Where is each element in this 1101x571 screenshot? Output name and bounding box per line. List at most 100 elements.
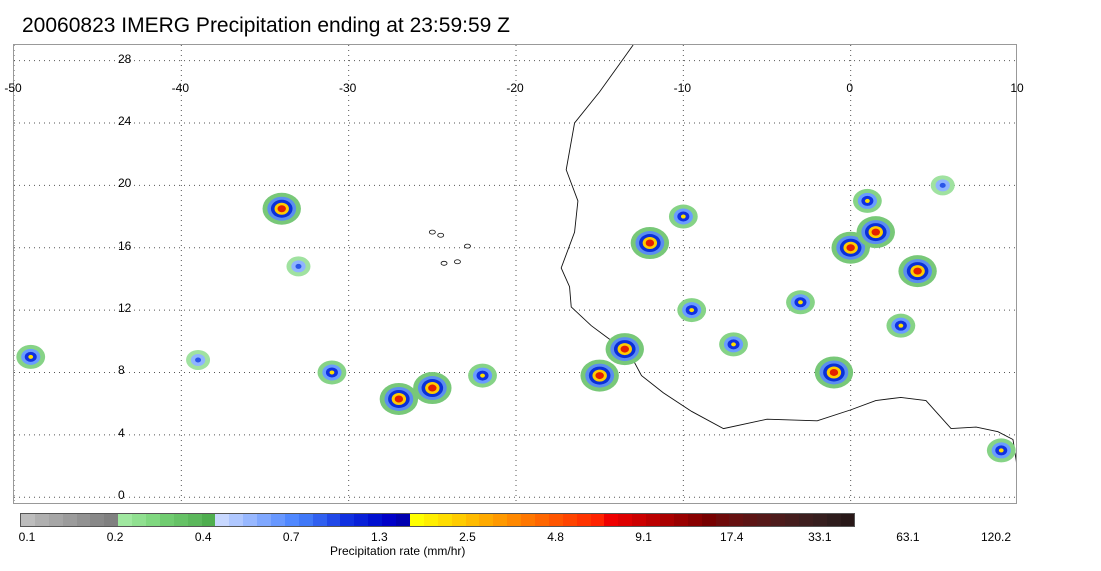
lat-label: 16 <box>118 238 132 253</box>
precip-cell <box>680 214 686 219</box>
colorbar-swatch <box>312 514 327 526</box>
colorbar-tick-label: 0.1 <box>18 530 36 544</box>
colorbar-swatch <box>146 514 160 526</box>
colorbar-swatch <box>451 514 466 526</box>
colorbar-swatch <box>104 514 119 526</box>
colorbar-tick-label: 33.1 <box>808 530 832 544</box>
precip-cell <box>998 448 1004 453</box>
precip-cell <box>731 342 736 347</box>
colorbar-swatch <box>368 514 383 526</box>
colorbar-swatch <box>590 514 605 526</box>
colorbar-swatch <box>201 514 216 526</box>
page-title: 20060823 IMERG Precipitation ending at 2… <box>22 14 510 37</box>
precip-cell <box>865 198 870 203</box>
colorbar-swatch <box>576 514 591 526</box>
colorbar-swatch <box>465 514 480 526</box>
island <box>454 259 461 265</box>
map-canvas <box>14 45 1016 503</box>
colorbar-swatch <box>284 514 299 526</box>
precip-cell <box>195 357 202 363</box>
lon-label: -40 <box>171 81 189 95</box>
colorbar-swatch <box>257 514 272 526</box>
colorbar-swatch <box>534 514 549 526</box>
lon-label: 0 <box>846 81 853 95</box>
precip-cell <box>898 323 904 328</box>
colorbar-swatch <box>423 514 438 526</box>
colorbar-swatch <box>632 514 647 526</box>
precip-cell <box>645 239 655 247</box>
colorbar-swatch <box>673 514 688 526</box>
precip-cell <box>295 263 302 269</box>
colorbar-swatch <box>271 514 285 526</box>
colorbar-swatch <box>409 514 424 526</box>
colorbar-swatch <box>687 514 702 526</box>
precip-cell <box>329 370 335 375</box>
colorbar-swatch <box>743 514 758 526</box>
lat-label: 8 <box>118 363 125 378</box>
precipitation-map <box>13 44 1017 504</box>
colorbar-swatch <box>173 514 188 526</box>
colorbar-swatch <box>479 514 494 526</box>
colorbar-swatch <box>298 514 313 526</box>
precip-cell <box>480 373 485 378</box>
colorbar-swatch <box>326 514 341 526</box>
island <box>437 232 445 238</box>
colorbar-swatch <box>729 514 744 526</box>
colorbar-swatch <box>507 514 522 526</box>
lat-label: 28 <box>118 51 132 66</box>
colorbar-swatch <box>118 514 133 526</box>
colorbar <box>20 513 856 527</box>
precip-cell <box>689 308 695 313</box>
precip-cell <box>829 368 839 376</box>
colorbar-swatch <box>659 514 674 526</box>
colorbar-tick-label: 4.8 <box>547 530 564 544</box>
colorbar-swatch <box>354 514 369 526</box>
lat-label: 0 <box>118 488 125 503</box>
colorbar-tick-label: 63.1 <box>896 530 920 544</box>
colorbar-swatch <box>548 514 563 526</box>
colorbar-swatch <box>701 514 716 526</box>
colorbar-swatch <box>243 514 258 526</box>
colorbar-tick-label: 17.4 <box>720 530 744 544</box>
island <box>440 260 448 266</box>
colorbar-swatch <box>382 514 397 526</box>
precip-cell <box>394 395 404 403</box>
colorbar-tick-label: 9.1 <box>635 530 652 544</box>
colorbar-swatch <box>840 514 855 526</box>
precip-cell <box>277 205 286 213</box>
colorbar-tick-label: 2.5 <box>459 530 476 544</box>
lon-label: -10 <box>673 81 691 95</box>
colorbar-swatch <box>771 514 785 526</box>
island <box>464 243 471 249</box>
colorbar-swatch <box>90 514 105 526</box>
precip-cell <box>871 228 880 236</box>
colorbar-swatch <box>34 514 49 526</box>
colorbar-swatch <box>493 514 508 526</box>
colorbar-swatch <box>604 514 619 526</box>
colorbar-swatch <box>76 514 91 526</box>
colorbar-swatch <box>812 514 827 526</box>
precip-cell <box>939 182 946 188</box>
colorbar-swatch <box>784 514 799 526</box>
precip-cell <box>595 372 604 380</box>
colorbar-swatch <box>159 514 174 526</box>
colorbar-swatch <box>62 514 77 526</box>
precip-cell <box>28 354 34 359</box>
colorbar-swatch <box>437 514 452 526</box>
coastline <box>560 45 1016 463</box>
precip-cell <box>620 345 629 353</box>
colorbar-swatch <box>48 514 63 526</box>
lon-label: -20 <box>506 81 524 95</box>
colorbar-swatch <box>21 514 35 526</box>
precip-cell <box>913 267 922 275</box>
colorbar-swatch <box>229 514 244 526</box>
colorbar-tick-label: 0.7 <box>282 530 300 544</box>
colorbar-title: Precipitation rate (mm/hr) <box>330 544 466 558</box>
colorbar-swatch <box>646 514 660 526</box>
lat-label: 4 <box>118 425 125 440</box>
colorbar-swatch <box>215 514 230 526</box>
lon-label: 10 <box>1010 81 1024 95</box>
colorbar-tick-label: 0.2 <box>106 530 124 544</box>
colorbar-swatch <box>798 514 813 526</box>
lon-label: -30 <box>338 81 357 95</box>
